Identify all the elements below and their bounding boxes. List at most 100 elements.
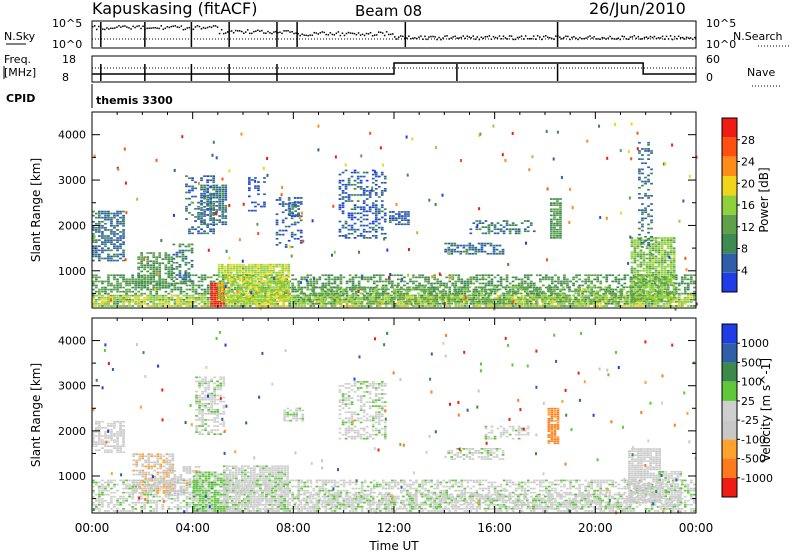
heatmap-cell — [236, 269, 239, 272]
heatmap-cell — [294, 214, 297, 216]
heatmap-cell — [293, 233, 297, 236]
nsky-point — [502, 35, 505, 37]
heatmap-cell — [380, 200, 384, 202]
heatmap-cell — [657, 271, 661, 274]
heatmap-cell — [407, 223, 410, 226]
heatmap-cell — [260, 294, 263, 297]
heatmap-cell — [104, 249, 107, 252]
heatmap-cell — [505, 284, 509, 287]
heatmap-cell — [146, 266, 150, 269]
heatmap-cell — [493, 296, 497, 299]
heatmap-cell — [493, 276, 497, 279]
heatmap-cell — [383, 175, 387, 178]
heatmap-cell — [663, 271, 667, 274]
heatmap-cell — [375, 274, 379, 277]
heatmap-cell — [95, 276, 98, 279]
heatmap-cell — [359, 212, 363, 215]
heatmap-cell — [92, 296, 95, 299]
heatmap-cell — [206, 203, 209, 206]
nsky-point — [305, 34, 307, 37]
heatmap-cell — [184, 282, 188, 285]
heatmap-cell — [520, 280, 524, 283]
heatmap-cell — [176, 294, 180, 297]
heatmap-cell — [161, 296, 165, 299]
nsky-point — [237, 30, 239, 32]
heatmap-cell — [490, 278, 494, 281]
heatmap-cell — [377, 175, 381, 178]
heatmap-cell — [653, 305, 657, 307]
heatmap-cell — [116, 214, 119, 217]
heatmap-cell — [642, 239, 646, 241]
heatmap-cell — [175, 255, 179, 258]
heatmap-cell — [350, 226, 354, 229]
heatmap-cell — [152, 274, 156, 277]
heatmap-cell — [92, 253, 95, 256]
heatmap-cell — [167, 303, 171, 305]
heatmap-cell — [360, 305, 364, 307]
nsky-point — [307, 34, 309, 37]
heatmap-cell — [131, 274, 134, 277]
heatmap-cell — [146, 280, 150, 283]
heatmap-cell — [451, 292, 455, 295]
nsky-point — [216, 26, 219, 28]
heatmap-cell — [660, 253, 664, 256]
heatmap-cell — [639, 257, 643, 260]
nsky-point — [371, 35, 374, 37]
heatmap-cell — [556, 212, 559, 215]
heatmap-cell — [276, 303, 279, 305]
heatmap-cell — [113, 233, 116, 235]
heatmap-cell — [119, 282, 122, 285]
heatmap-cell — [686, 296, 690, 299]
heatmap-cell — [92, 280, 95, 283]
heatmap-cell — [275, 280, 278, 282]
nsky-point — [589, 35, 591, 37]
heatmap-cell — [212, 179, 215, 182]
heatmap-cell — [339, 280, 343, 283]
heatmap-cell — [400, 303, 403, 305]
heatmap-cell — [248, 263, 251, 266]
nsky-point — [524, 35, 527, 37]
heatmap-cell — [281, 300, 284, 303]
heatmap-cell — [645, 284, 649, 286]
heatmap-cell — [342, 296, 346, 299]
heatmap-cell — [356, 177, 360, 180]
nsky-point — [379, 31, 382, 34]
heatmap-cell — [493, 292, 497, 295]
heatmap-cell — [284, 292, 287, 294]
heatmap-cell — [338, 206, 342, 209]
heatmap-cell — [158, 256, 162, 258]
heatmap-cell — [324, 305, 328, 307]
heatmap-cell — [377, 226, 381, 229]
nsky-point — [325, 33, 327, 36]
heatmap-cell — [161, 258, 165, 260]
heatmap-cell — [505, 290, 509, 293]
heatmap-cell — [116, 239, 119, 241]
heatmap-cell — [647, 305, 651, 307]
heatmap-cell — [333, 280, 337, 283]
heatmap-cell — [596, 278, 599, 281]
heatmap-cell — [107, 280, 110, 283]
nsky-point — [323, 31, 325, 34]
heatmap-cell — [98, 303, 101, 305]
heatmap-cell — [188, 232, 191, 235]
heatmap-cell — [221, 215, 225, 217]
freq-label-line1: Freq. — [4, 53, 31, 66]
heatmap-cell — [633, 239, 637, 241]
heatmap-cell — [632, 305, 636, 307]
heatmap-cell — [203, 194, 206, 197]
heatmap-cell — [336, 276, 340, 279]
nsky-point — [345, 32, 348, 35]
heatmap-cell — [650, 282, 654, 285]
heatmap-cell — [657, 243, 661, 245]
heatmap-cell — [170, 282, 174, 285]
heatmap-cell — [354, 305, 358, 307]
nsky-point — [665, 35, 668, 38]
heatmap-cell — [291, 290, 294, 293]
nsky-point — [681, 36, 684, 39]
heatmap-cell — [300, 305, 304, 307]
heatmap-cell — [203, 190, 206, 193]
heatmap-cell — [116, 229, 119, 231]
heatmap-cell — [232, 276, 236, 278]
heatmap-cell — [223, 265, 227, 268]
heatmap-cell — [572, 301, 575, 303]
